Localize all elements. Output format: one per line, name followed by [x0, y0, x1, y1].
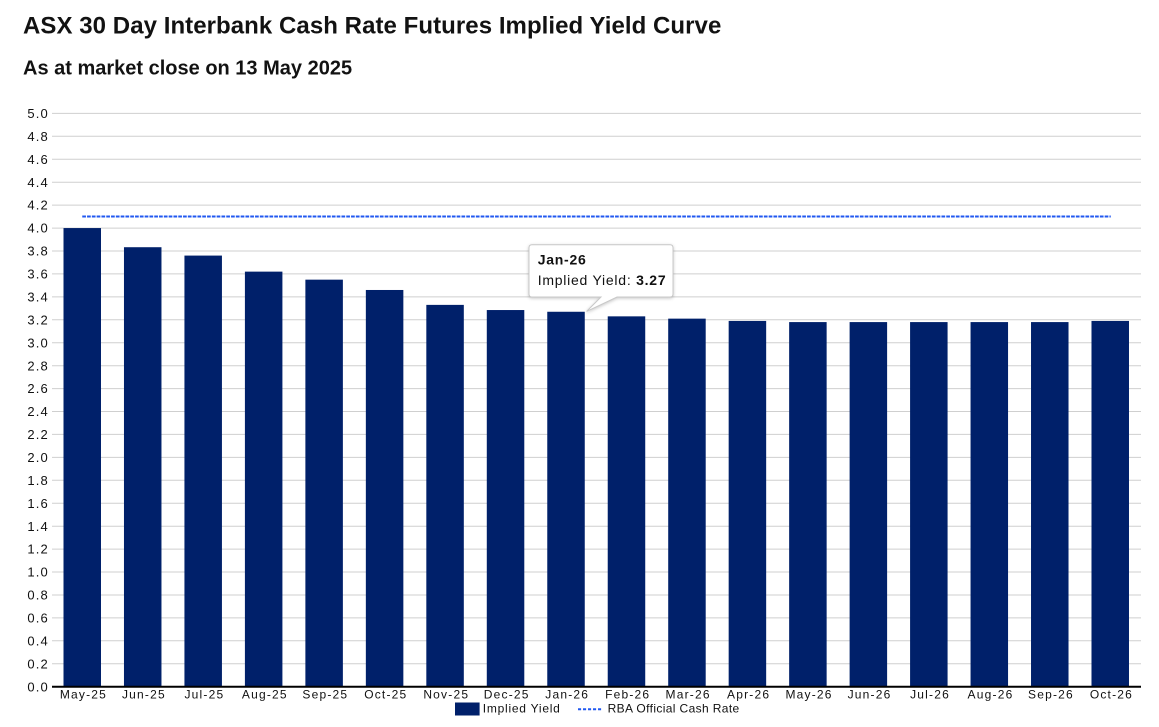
svg-text:Jul-26: Jul-26: [910, 688, 950, 702]
svg-text:RBA Official Cash Rate: RBA Official Cash Rate: [608, 701, 740, 715]
svg-text:1.6: 1.6: [27, 496, 48, 511]
svg-text:3.8: 3.8: [27, 244, 48, 259]
svg-text:Oct-25: Oct-25: [364, 688, 407, 702]
svg-text:3.4: 3.4: [27, 290, 48, 305]
svg-text:4.8: 4.8: [27, 129, 48, 144]
svg-text:Dec-25: Dec-25: [484, 688, 530, 702]
svg-text:Sep-25: Sep-25: [302, 688, 348, 702]
svg-text:Aug-25: Aug-25: [242, 688, 288, 702]
svg-text:2.8: 2.8: [27, 358, 48, 373]
svg-text:Jul-25: Jul-25: [184, 688, 224, 702]
svg-text:4.0: 4.0: [27, 221, 48, 236]
svg-text:Implied Yield: Implied Yield: [483, 701, 561, 715]
svg-text:2.6: 2.6: [27, 381, 48, 396]
svg-text:Implied Yield: 3.27: Implied Yield: 3.27: [538, 272, 667, 288]
svg-text:Nov-25: Nov-25: [423, 688, 469, 702]
svg-text:1.0: 1.0: [27, 565, 48, 580]
svg-text:5.0: 5.0: [27, 106, 48, 121]
svg-text:0.0: 0.0: [27, 679, 48, 694]
svg-text:Mar-26: Mar-26: [666, 688, 711, 702]
svg-text:4.6: 4.6: [27, 152, 48, 167]
svg-text:1.4: 1.4: [27, 519, 48, 534]
svg-text:Aug-26: Aug-26: [968, 688, 1014, 702]
svg-text:0.8: 0.8: [27, 588, 48, 603]
svg-text:Jun-26: Jun-26: [848, 688, 892, 702]
svg-text:2.0: 2.0: [27, 450, 48, 465]
svg-text:2.4: 2.4: [27, 404, 48, 419]
svg-text:3.0: 3.0: [27, 335, 48, 350]
svg-text:3.2: 3.2: [27, 312, 48, 327]
svg-text:Oct-26: Oct-26: [1090, 688, 1133, 702]
svg-text:May-25: May-25: [60, 688, 107, 702]
svg-text:1.2: 1.2: [27, 542, 48, 557]
svg-text:Sep-26: Sep-26: [1028, 688, 1074, 702]
svg-text:4.4: 4.4: [27, 175, 48, 190]
svg-text:1.8: 1.8: [27, 473, 48, 488]
svg-text:Feb-26: Feb-26: [605, 688, 650, 702]
svg-text:3.6: 3.6: [27, 267, 48, 282]
svg-text:ASX 30 Day Interbank Cash Rate: ASX 30 Day Interbank Cash Rate Futures I…: [23, 13, 721, 40]
svg-text:0.2: 0.2: [27, 656, 48, 671]
svg-text:Jan-26: Jan-26: [545, 688, 589, 702]
svg-text:May-26: May-26: [785, 688, 832, 702]
svg-text:0.4: 0.4: [27, 633, 48, 648]
svg-text:Jan-26: Jan-26: [538, 252, 587, 268]
svg-text:0.6: 0.6: [27, 611, 48, 626]
svg-text:2.2: 2.2: [27, 427, 48, 442]
svg-text:Apr-26: Apr-26: [727, 688, 770, 702]
svg-text:4.2: 4.2: [27, 198, 48, 213]
svg-text:Jun-25: Jun-25: [122, 688, 166, 702]
svg-text:As at market close on 13 May 2: As at market close on 13 May 2025: [23, 58, 352, 80]
